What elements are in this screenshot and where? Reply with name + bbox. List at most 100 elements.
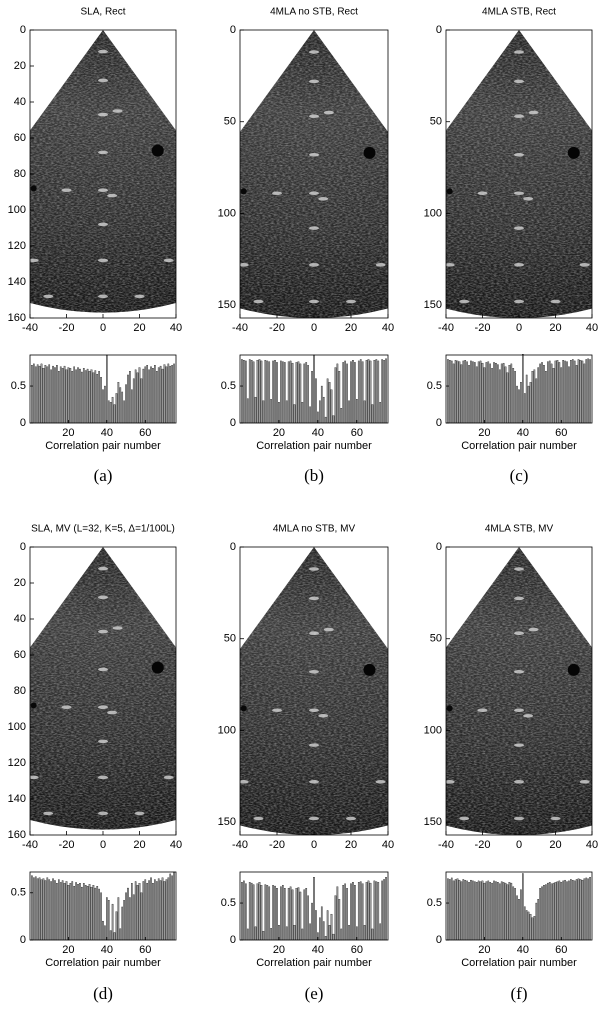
bar xyxy=(148,880,150,941)
bar xyxy=(36,878,39,941)
bar xyxy=(75,369,77,424)
bar xyxy=(130,883,133,941)
bar xyxy=(383,879,385,941)
x-axis-label: Correlation pair number xyxy=(45,957,161,969)
reflector xyxy=(309,816,319,821)
speckle-layer xyxy=(240,547,388,835)
bar xyxy=(276,362,278,424)
bar xyxy=(86,368,89,424)
x-tick-label: -40 xyxy=(232,839,248,851)
bar xyxy=(523,393,526,424)
bar xyxy=(466,361,468,424)
bar xyxy=(477,361,480,424)
y-tick-label: 150 xyxy=(218,816,236,828)
bar xyxy=(167,877,170,941)
reflector xyxy=(309,50,319,54)
reflector xyxy=(98,188,108,192)
x-tick-label: 20 xyxy=(478,427,490,439)
reflector xyxy=(98,811,108,816)
bar xyxy=(59,882,62,941)
bar xyxy=(493,362,495,424)
y-tick-label: 160 xyxy=(8,312,26,324)
bar xyxy=(109,930,112,941)
bar xyxy=(322,921,325,941)
bar xyxy=(165,879,168,941)
bar xyxy=(324,936,327,941)
bar xyxy=(107,900,110,941)
bar xyxy=(44,880,47,941)
bar xyxy=(61,368,64,424)
bar xyxy=(489,882,492,941)
bar xyxy=(111,396,114,424)
y-tick-label: 0.5 xyxy=(11,380,26,392)
y-tick-label: 140 xyxy=(8,276,26,288)
bar xyxy=(303,363,306,424)
x-tick-label: 40 xyxy=(170,322,182,334)
bar xyxy=(252,884,255,941)
bar xyxy=(468,882,470,941)
panel-title: 4MLA STB, Rect xyxy=(482,7,556,18)
bar xyxy=(579,360,582,424)
bar xyxy=(283,362,286,424)
reflector xyxy=(30,258,39,263)
reflector xyxy=(43,294,54,299)
x-tick-label: 40 xyxy=(101,944,113,956)
reflector xyxy=(272,191,282,196)
bar xyxy=(326,378,329,424)
bar xyxy=(585,359,588,424)
bar xyxy=(293,404,296,424)
reflector xyxy=(107,710,118,715)
reflector xyxy=(514,50,524,54)
bar xyxy=(560,367,563,424)
y-tick-label: 100 xyxy=(424,207,442,219)
y-tick-label: 100 xyxy=(218,724,236,736)
axes-frame xyxy=(29,354,177,424)
bar xyxy=(34,876,37,941)
bar xyxy=(138,883,141,941)
bar xyxy=(506,372,509,424)
bar xyxy=(531,371,534,424)
bar xyxy=(161,368,164,424)
bar xyxy=(256,360,259,424)
bar xyxy=(334,367,337,424)
y-tick-label: 140 xyxy=(8,793,26,805)
bar xyxy=(573,360,576,424)
bar xyxy=(568,366,570,424)
bar xyxy=(142,368,145,424)
bar xyxy=(342,362,345,424)
cyst xyxy=(151,144,164,157)
panel-caption: (d) xyxy=(93,984,113,1003)
bar xyxy=(56,883,58,941)
bar xyxy=(266,360,269,424)
bar xyxy=(121,906,124,941)
bar xyxy=(489,363,492,424)
bar xyxy=(301,402,304,424)
bar xyxy=(468,365,470,424)
bar xyxy=(340,408,343,424)
bar xyxy=(566,361,568,424)
y-tick-label: 0.5 xyxy=(11,887,26,899)
bar xyxy=(119,387,122,424)
reflector xyxy=(375,780,386,784)
y-tick-label: 0 xyxy=(436,24,442,36)
reflector xyxy=(550,816,561,821)
bar xyxy=(132,894,135,941)
cyst xyxy=(151,661,164,674)
reflector xyxy=(253,816,264,821)
bar xyxy=(100,892,102,941)
bar xyxy=(169,365,172,424)
bar xyxy=(575,365,578,424)
bar xyxy=(102,920,104,941)
bar xyxy=(575,879,578,941)
bar xyxy=(346,888,348,941)
ultrasound-image xyxy=(240,30,388,318)
bar xyxy=(481,880,484,941)
y-tick-label: 50 xyxy=(430,633,442,645)
bar xyxy=(305,888,308,941)
bar xyxy=(69,883,72,941)
bar xyxy=(527,385,530,424)
reflector xyxy=(514,567,524,571)
reflector xyxy=(309,114,319,119)
bar xyxy=(144,366,147,424)
bar xyxy=(289,360,292,424)
